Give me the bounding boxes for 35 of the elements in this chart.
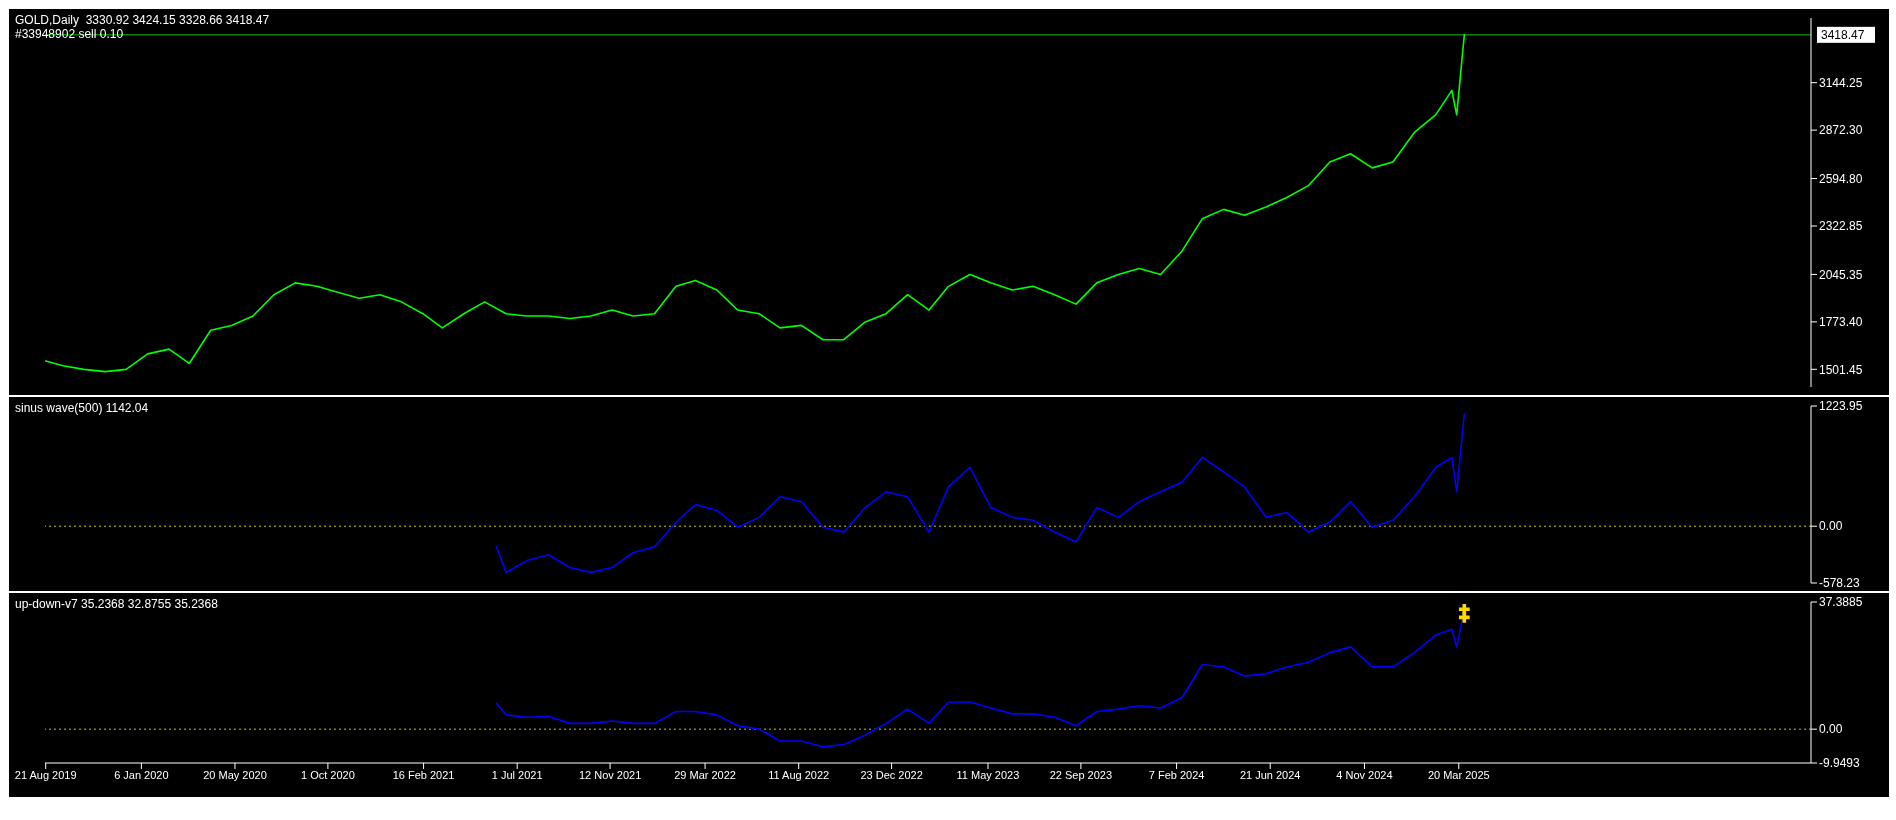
x-tick-label: 1 Jul 2021: [491, 768, 543, 781]
y-tick-label: 3144.25: [1819, 75, 1863, 90]
y-tick-label: 0.00: [1819, 722, 1843, 737]
x-tick-label: 1 Oct 2020: [300, 768, 355, 781]
y-tick-label: 2045.35: [1819, 267, 1863, 282]
y-tick-label: 2872.30: [1819, 123, 1863, 138]
x-tick-label: 12 Nov 2021: [578, 768, 642, 781]
x-tick-label: 11 Aug 2022: [768, 768, 830, 781]
x-tick-label: 11 May 2023: [956, 768, 1020, 781]
x-tick-label: 4 Nov 2024: [1336, 768, 1393, 781]
chart-title: sinus wave(500) 1142.04: [15, 401, 149, 415]
line-series: [495, 413, 1466, 574]
y-tick-label: 2322.85: [1819, 219, 1863, 234]
x-tick-label: 6 Jan 2020: [114, 768, 169, 781]
x-tick-label: 22 Sep 2023: [1049, 768, 1113, 781]
x-tick-label: 7 Feb 2024: [1148, 768, 1205, 781]
y-tick-label: 37.3885: [1819, 595, 1863, 610]
x-tick-label: 20 Mar 2025: [1427, 768, 1490, 781]
x-tick-label: 20 May 2020: [203, 768, 267, 781]
x-tick-label: 16 Feb 2021: [392, 768, 455, 781]
y-tick-label: 2594.80: [1819, 171, 1863, 186]
y-tick-label: -578.23: [1819, 576, 1861, 591]
y-tick-label: -9.9493: [1819, 756, 1861, 771]
y-tick-label: 1773.40: [1819, 315, 1863, 330]
chart-title: up-down-v7 35.2368 32.8755 35.2368: [15, 597, 218, 611]
y-tick-label: 0.00: [1819, 519, 1843, 534]
y-tick-label: 1223.95: [1819, 399, 1863, 414]
ref-line-label: 3418.47: [1821, 27, 1865, 42]
x-tick-label: 23 Dec 2022: [860, 768, 923, 781]
x-tick-label: 21 Aug 2019: [14, 768, 77, 781]
x-tick-label: 21 Jun 2024: [1239, 768, 1301, 781]
x-tick-label: 29 Mar 2022: [674, 768, 736, 781]
y-tick-label: 1501.45: [1819, 362, 1863, 377]
chart-title: GOLD,Daily 3330.92 3424.15 3328.66 3418.47: [15, 13, 270, 27]
annotation: #33948902 sell 0.10: [15, 27, 125, 41]
